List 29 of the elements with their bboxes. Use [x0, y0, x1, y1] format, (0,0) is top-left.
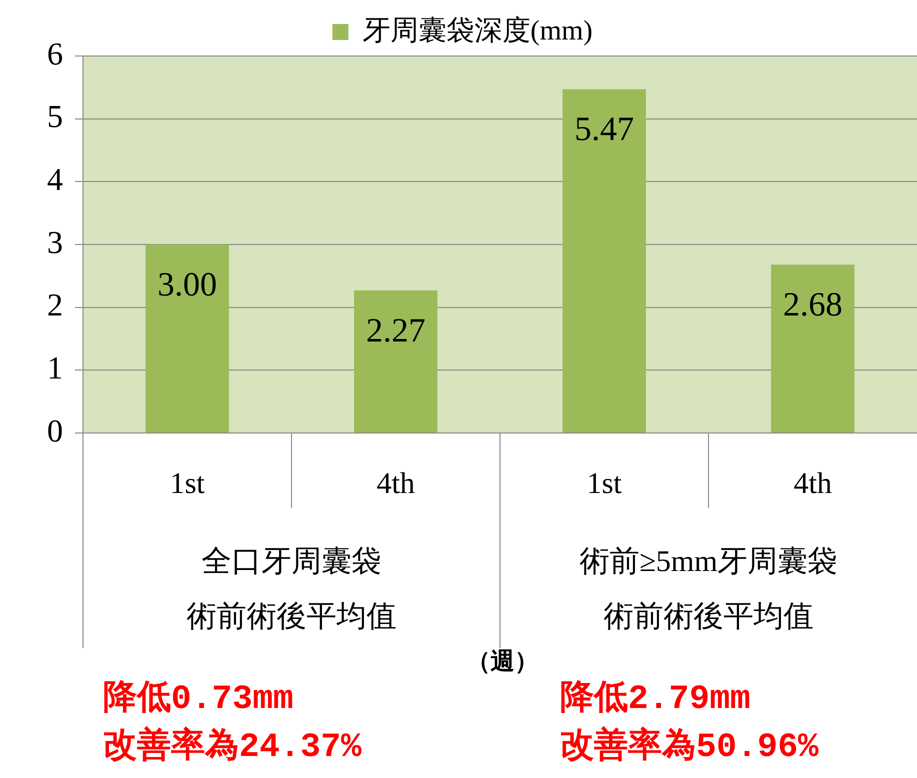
y-tick-label: 3 — [47, 224, 63, 260]
text: 改善率為50.96% — [560, 725, 820, 769]
text: 術前術後平均值 — [604, 600, 814, 633]
legend-label: 牙周囊袋深度(mm) — [362, 15, 593, 46]
text: （週） — [466, 648, 540, 676]
text: 降低0.73mm — [103, 679, 294, 721]
text: 改善率為24.37% — [103, 725, 362, 769]
data-label: 2.68 — [783, 286, 842, 324]
data-label: 2.27 — [366, 312, 426, 350]
y-tick-label: 4 — [47, 161, 63, 198]
x-tick-label: 1st — [170, 466, 206, 500]
text: 術前術後平均值 — [186, 600, 396, 633]
data-label: 5.47 — [574, 111, 634, 148]
y-tick-label: 6 — [47, 35, 63, 72]
y-tick-label: 0 — [47, 412, 63, 448]
text: 全口牙周囊袋 — [202, 544, 382, 578]
bar — [354, 290, 438, 432]
y-tick-label: 1 — [47, 350, 63, 386]
x-tick-label: 4th — [376, 466, 415, 500]
text: 術前≥5mm牙周囊袋 — [579, 544, 838, 578]
bar — [146, 244, 229, 432]
text: 降低2.79mm — [560, 679, 752, 721]
y-tick-label: 2 — [47, 286, 63, 323]
x-tick-label: 1st — [586, 466, 622, 500]
data-label: 3.00 — [158, 266, 217, 304]
x-tick-label: 4th — [794, 466, 832, 500]
bar — [771, 264, 854, 432]
bar — [562, 89, 646, 432]
y-tick-label: 5 — [47, 98, 63, 134]
